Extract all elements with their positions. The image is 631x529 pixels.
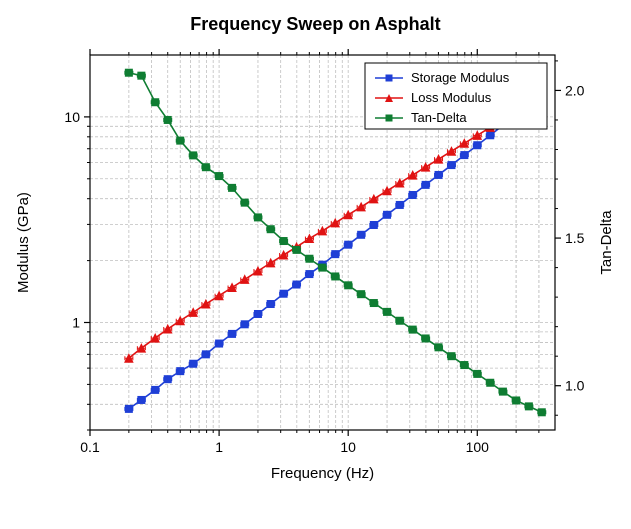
svg-text:100: 100 xyxy=(466,439,490,455)
chart-svg: 0.1 1 10 100 1 10 1.0 1.5 2.0 Frequency Sweep on … xyxy=(0,0,631,529)
chart-container: 0.1 1 10 100 1 10 1.0 1.5 2.0 Frequency Sweep on … xyxy=(0,0,631,529)
svg-text:2.0: 2.0 xyxy=(565,82,585,98)
svg-text:1.5: 1.5 xyxy=(565,230,585,246)
svg-text:0.1: 0.1 xyxy=(80,439,100,455)
x-axis-label: Frequency (Hz) xyxy=(271,465,374,482)
chart-title: Frequency Sweep on Asphalt xyxy=(190,14,440,34)
legend-label: Tan-Delta xyxy=(411,110,467,125)
svg-text:1: 1 xyxy=(215,439,223,455)
svg-text:1: 1 xyxy=(72,314,80,330)
svg-text:10: 10 xyxy=(64,109,80,125)
y-axis-left-label: Modulus (GPa) xyxy=(15,192,32,293)
svg-text:1.0: 1.0 xyxy=(565,378,585,394)
legend-label: Loss Modulus xyxy=(411,90,492,105)
legend-label: Storage Modulus xyxy=(411,70,510,85)
y-axis-right-label: Tan-Delta xyxy=(598,210,615,275)
svg-text:10: 10 xyxy=(340,439,356,455)
